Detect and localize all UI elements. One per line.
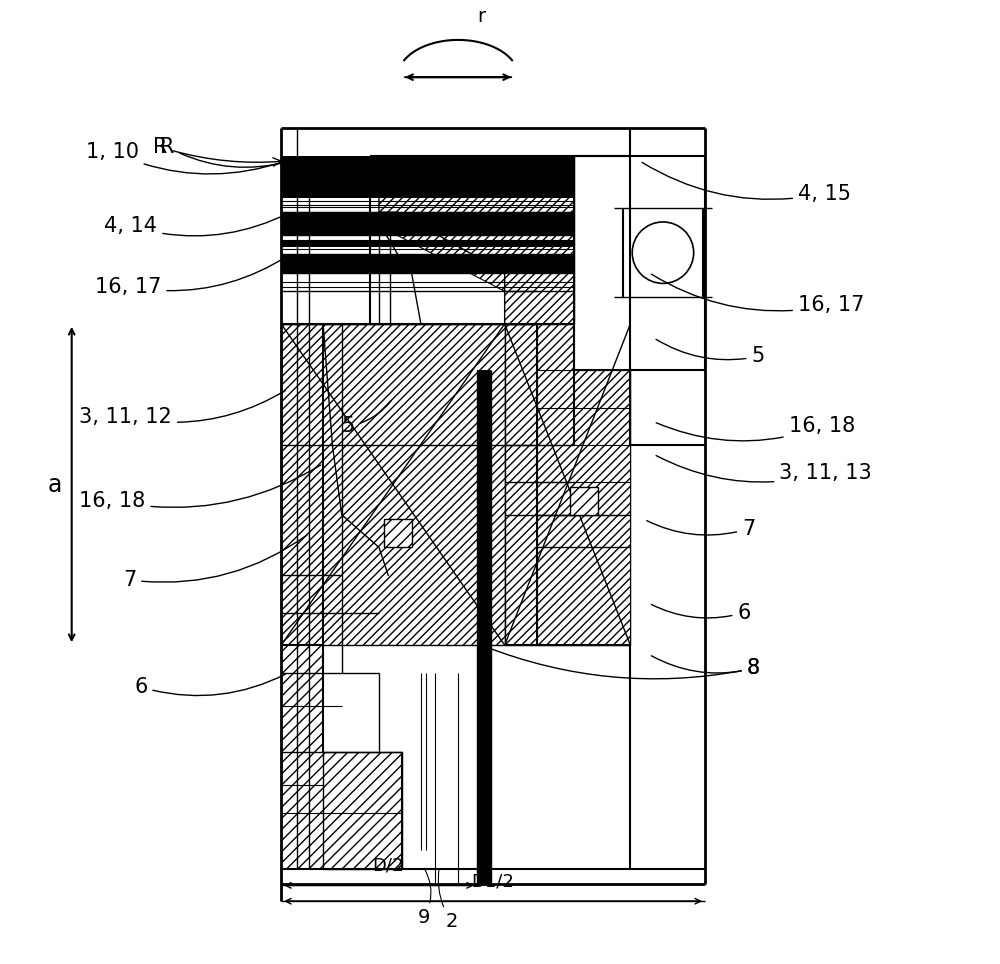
Bar [281,324,505,645]
Bar [384,520,412,548]
Text: R: R [153,137,282,166]
Text: 16, 17: 16, 17 [651,274,864,315]
Text: 7: 7 [123,535,307,590]
Text: 6: 6 [134,675,285,697]
Text: 5: 5 [342,401,391,437]
Bar [281,226,574,232]
Text: r: r [477,7,485,26]
Bar [570,487,598,515]
Bar [281,156,574,174]
Text: R: R [160,137,288,168]
Bar [537,324,630,645]
Text: 3, 11, 13: 3, 11, 13 [656,456,872,483]
Text: 8: 8 [484,646,760,679]
Text: 4, 15: 4, 15 [642,162,851,203]
Bar [281,174,574,194]
Polygon shape [323,752,402,869]
Polygon shape [379,212,574,324]
Text: D/2: D/2 [373,856,404,874]
Bar [281,212,574,235]
Text: 7: 7 [647,519,755,539]
Text: D1/2: D1/2 [472,872,514,890]
Text: 3, 11, 12: 3, 11, 12 [79,390,285,427]
Text: 5: 5 [656,339,765,366]
Text: 8: 8 [651,656,760,679]
Text: 16, 18: 16, 18 [656,416,855,441]
Text: 16, 17: 16, 17 [95,255,288,297]
Bar [281,187,574,199]
Text: a: a [48,472,62,496]
Text: 6: 6 [651,602,751,623]
Text: 2: 2 [438,869,458,931]
Text: 9: 9 [417,869,431,927]
Bar [574,156,705,370]
Text: 16, 18: 16, 18 [79,465,321,511]
Text: 1, 10: 1, 10 [86,142,283,174]
Bar [281,645,323,869]
Text: 4, 14: 4, 14 [104,213,288,236]
Bar [281,212,574,219]
Circle shape [632,222,694,283]
Bar [477,370,491,884]
Bar [505,324,630,645]
Bar [281,240,574,247]
Polygon shape [379,156,574,324]
Bar [281,254,574,273]
